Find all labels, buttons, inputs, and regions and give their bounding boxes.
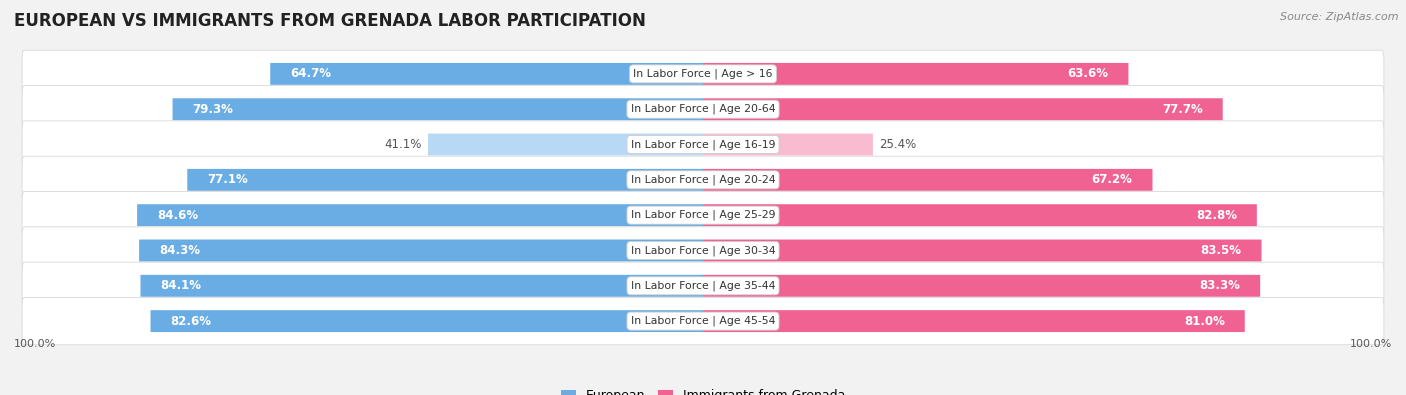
FancyBboxPatch shape	[22, 121, 1384, 168]
Text: 82.6%: 82.6%	[170, 314, 211, 327]
FancyBboxPatch shape	[22, 192, 1384, 239]
Text: 100.0%: 100.0%	[1350, 339, 1392, 349]
Text: In Labor Force | Age 30-34: In Labor Force | Age 30-34	[631, 245, 775, 256]
FancyBboxPatch shape	[22, 156, 1384, 203]
FancyBboxPatch shape	[173, 98, 703, 120]
FancyBboxPatch shape	[22, 50, 1384, 98]
FancyBboxPatch shape	[703, 169, 1153, 191]
Text: 84.6%: 84.6%	[157, 209, 198, 222]
FancyBboxPatch shape	[703, 310, 1244, 332]
Text: 41.1%: 41.1%	[384, 138, 422, 151]
Text: 64.7%: 64.7%	[290, 68, 332, 81]
FancyBboxPatch shape	[141, 275, 703, 297]
FancyBboxPatch shape	[187, 169, 703, 191]
Text: 83.5%: 83.5%	[1201, 244, 1241, 257]
Text: 77.7%: 77.7%	[1161, 103, 1202, 116]
Text: 25.4%: 25.4%	[880, 138, 917, 151]
FancyBboxPatch shape	[139, 239, 703, 261]
Text: In Labor Force | Age 20-64: In Labor Force | Age 20-64	[631, 104, 775, 115]
Text: 81.0%: 81.0%	[1184, 314, 1225, 327]
FancyBboxPatch shape	[22, 262, 1384, 309]
Text: 83.3%: 83.3%	[1199, 279, 1240, 292]
FancyBboxPatch shape	[703, 63, 1129, 85]
FancyBboxPatch shape	[703, 239, 1261, 261]
Text: 82.8%: 82.8%	[1195, 209, 1237, 222]
Text: EUROPEAN VS IMMIGRANTS FROM GRENADA LABOR PARTICIPATION: EUROPEAN VS IMMIGRANTS FROM GRENADA LABO…	[14, 12, 645, 30]
FancyBboxPatch shape	[22, 227, 1384, 274]
FancyBboxPatch shape	[703, 98, 1223, 120]
FancyBboxPatch shape	[270, 63, 703, 85]
Text: 79.3%: 79.3%	[193, 103, 233, 116]
Text: In Labor Force | Age 16-19: In Labor Force | Age 16-19	[631, 139, 775, 150]
Text: In Labor Force | Age 35-44: In Labor Force | Age 35-44	[631, 280, 775, 291]
Text: In Labor Force | Age 25-29: In Labor Force | Age 25-29	[631, 210, 775, 220]
Text: 67.2%: 67.2%	[1091, 173, 1132, 186]
Text: Source: ZipAtlas.com: Source: ZipAtlas.com	[1281, 12, 1399, 22]
Text: 63.6%: 63.6%	[1067, 68, 1108, 81]
FancyBboxPatch shape	[22, 86, 1384, 133]
FancyBboxPatch shape	[427, 134, 703, 156]
Text: In Labor Force | Age > 16: In Labor Force | Age > 16	[633, 69, 773, 79]
Text: In Labor Force | Age 20-24: In Labor Force | Age 20-24	[631, 175, 775, 185]
Text: 100.0%: 100.0%	[14, 339, 56, 349]
FancyBboxPatch shape	[703, 275, 1260, 297]
FancyBboxPatch shape	[22, 297, 1384, 345]
Text: 84.3%: 84.3%	[159, 244, 200, 257]
Text: 77.1%: 77.1%	[207, 173, 247, 186]
Text: In Labor Force | Age 45-54: In Labor Force | Age 45-54	[631, 316, 775, 326]
FancyBboxPatch shape	[703, 204, 1257, 226]
Text: 84.1%: 84.1%	[160, 279, 201, 292]
FancyBboxPatch shape	[703, 134, 873, 156]
FancyBboxPatch shape	[150, 310, 703, 332]
Legend: European, Immigrants from Grenada: European, Immigrants from Grenada	[555, 384, 851, 395]
FancyBboxPatch shape	[138, 204, 703, 226]
